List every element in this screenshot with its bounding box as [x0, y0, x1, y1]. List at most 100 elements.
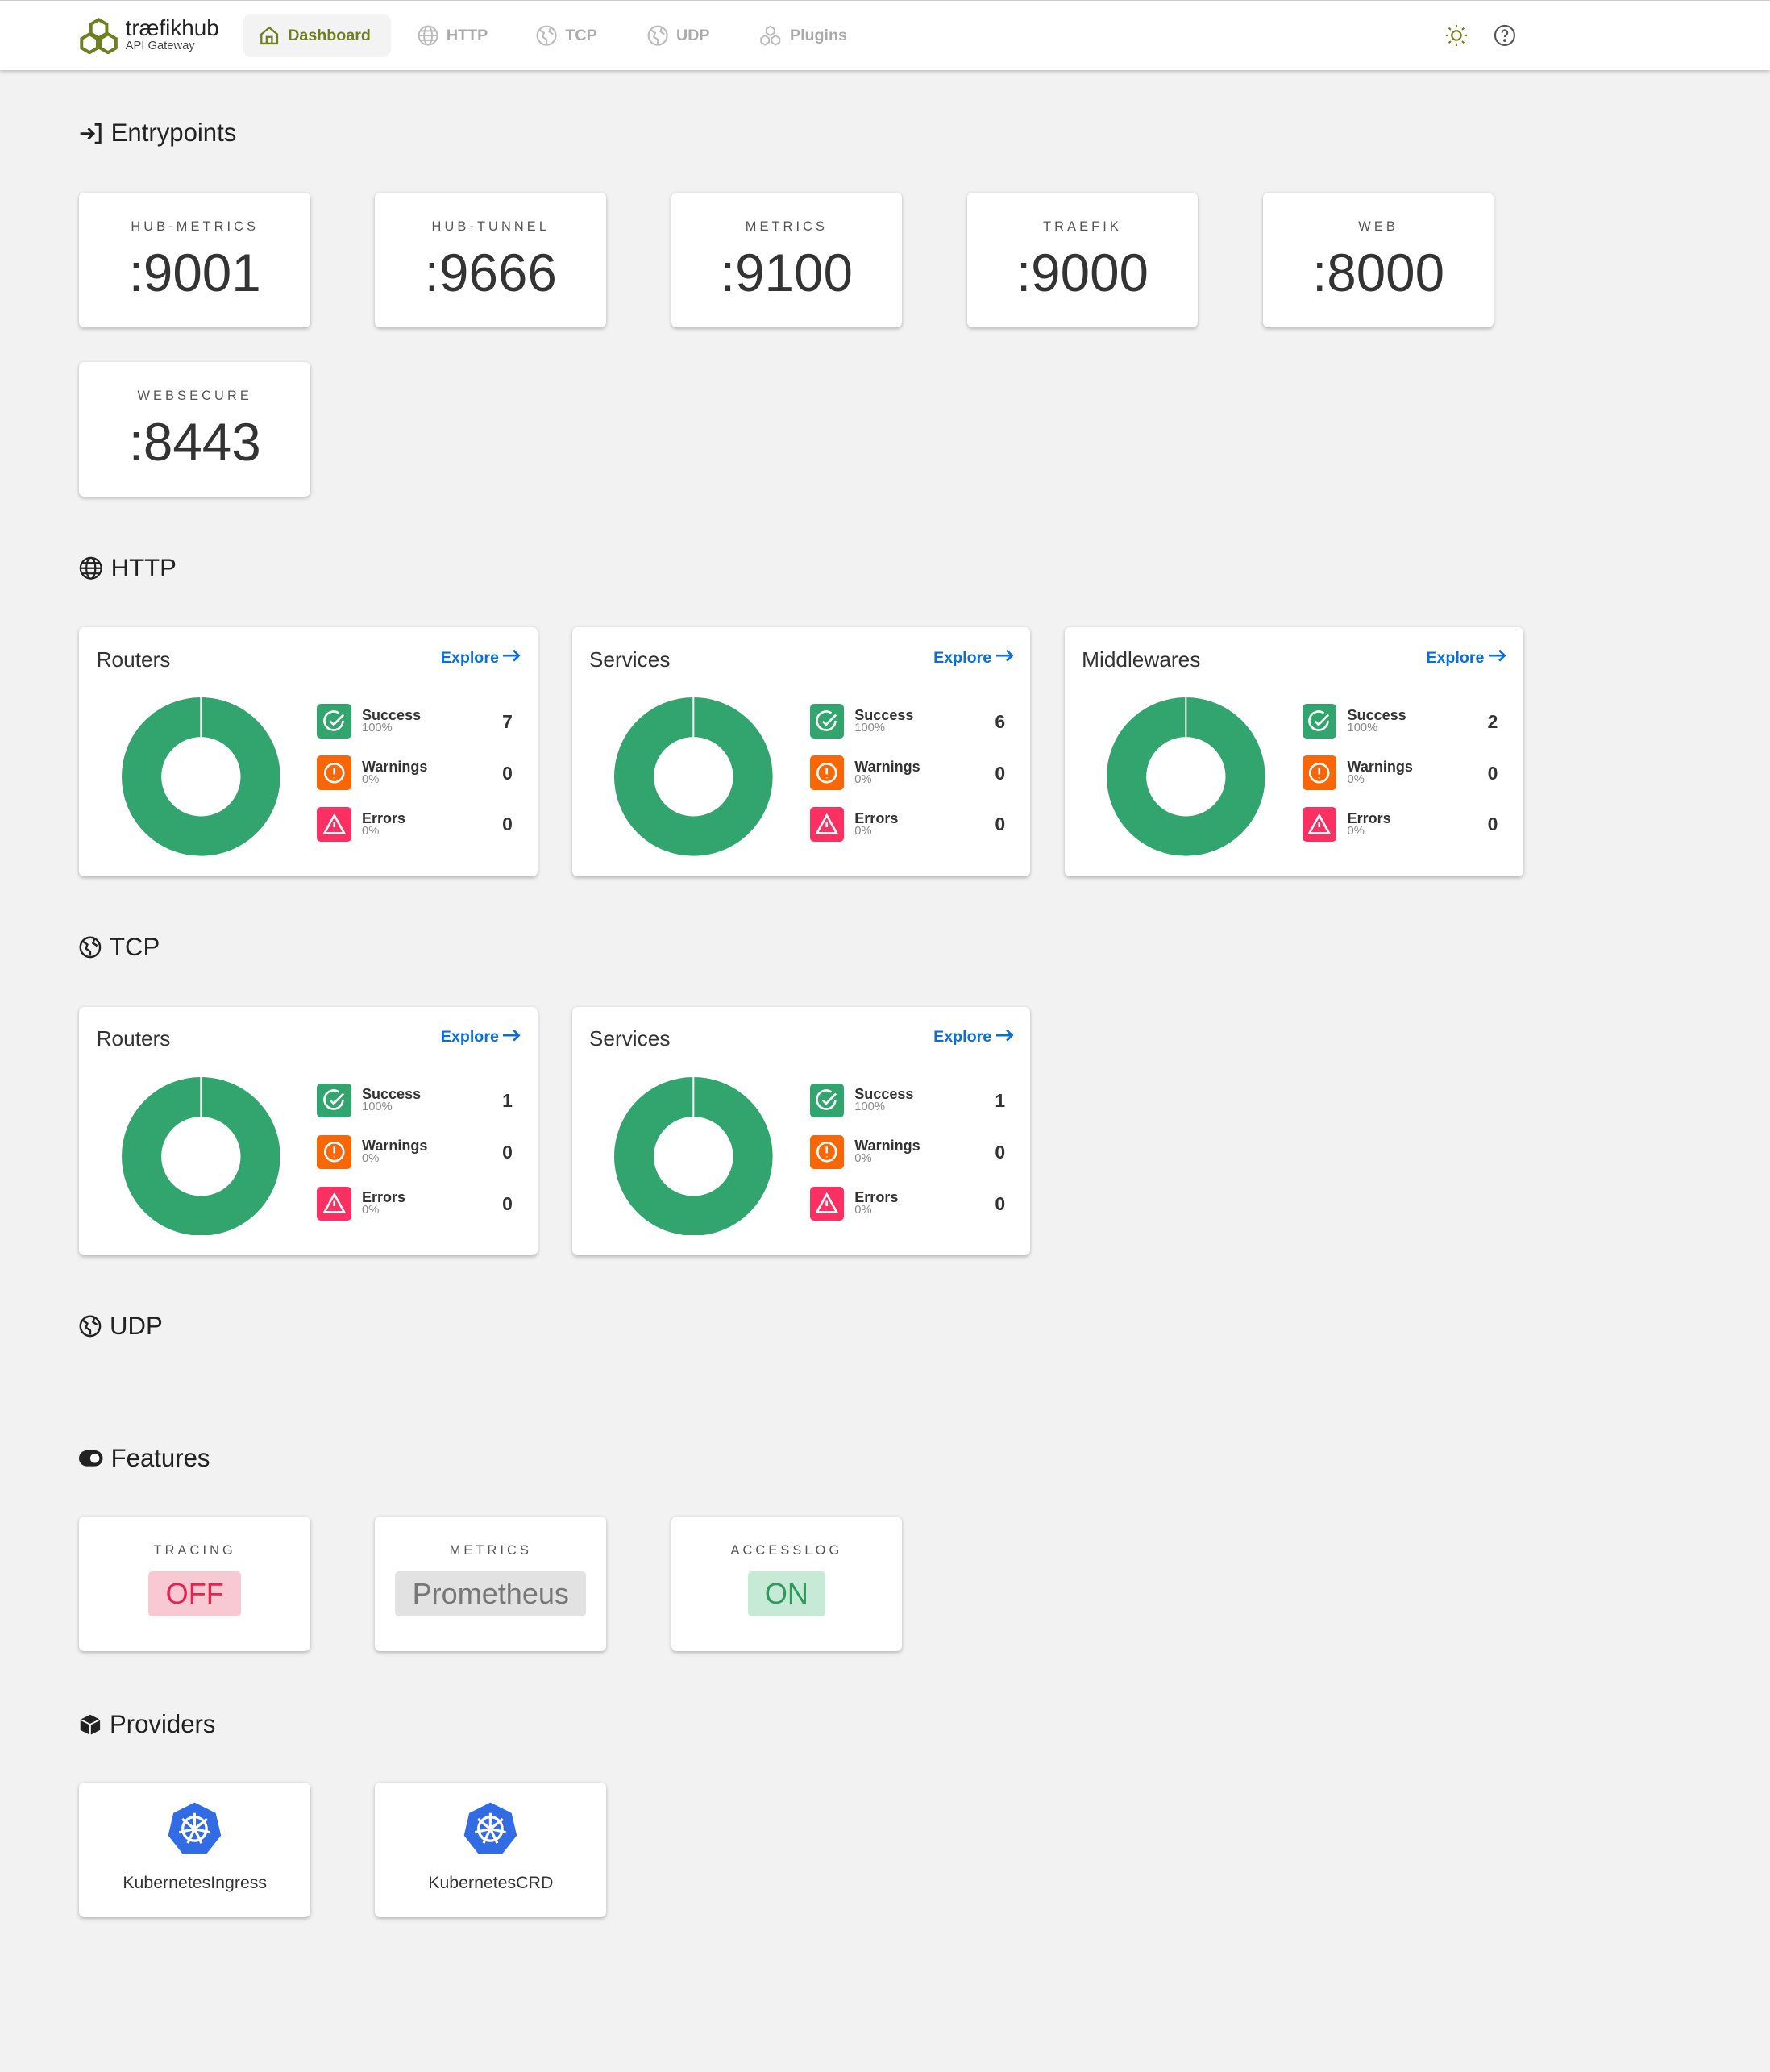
check-circle-icon [322, 710, 344, 731]
entrypoint-name: TRAEFIK [1043, 219, 1122, 235]
legend-count: 0 [502, 762, 513, 784]
top-header: træfikhub API Gateway Dashboard HTTP TCP … [0, 0, 1770, 70]
explore-link[interactable]: Explore [933, 649, 1014, 668]
logo[interactable]: træfikhub API Gateway [79, 15, 219, 54]
http-middlewares-card: Middlewares Explore Success 100% 2 Warnings 0… [1064, 627, 1523, 876]
check-circle-icon [1308, 710, 1330, 731]
entrypoint-card: HUB-METRICS:9001 [79, 193, 311, 328]
legend-count: 6 [995, 710, 1006, 732]
sign-in-icon [80, 123, 102, 144]
legend-warnings: Warnings 0% 0 [809, 1134, 1008, 1170]
alert-circle-icon [323, 762, 345, 784]
alert-triangle-icon [1307, 813, 1332, 834]
legend-label: Errors [362, 809, 406, 826]
legend-percent: 0% [362, 1203, 380, 1217]
explore-link[interactable]: Explore [441, 649, 521, 668]
legend-warnings: Warnings 0% 0 [809, 755, 1008, 790]
section-http: HTTP [79, 554, 177, 583]
entrypoint-port: :9100 [720, 243, 853, 302]
section-entrypoints: Entrypoints [79, 119, 236, 148]
entrypoint-port: :8443 [128, 412, 261, 472]
legend-success: Success 100% 1 [317, 1083, 515, 1118]
status-donut-chart [614, 1076, 773, 1236]
legend-count: 0 [1487, 762, 1498, 784]
status-donut-chart [614, 697, 773, 856]
entrypoint-name: METRICS [745, 219, 829, 235]
legend-label: Errors [362, 1188, 406, 1205]
entrypoint-port: :8000 [1312, 243, 1445, 302]
legend-label: Success [854, 706, 914, 723]
traefik-hub-logo-icon [80, 17, 118, 54]
nav-plugins[interactable]: Plugins [742, 14, 863, 57]
brand-name: træfikhub [125, 15, 219, 41]
nav-tcp[interactable]: TCP [521, 14, 613, 57]
legend-errors: Errors 0% 0 [809, 1186, 1008, 1221]
feature-status-badge: OFF [148, 1571, 242, 1616]
legend-warnings: Warnings 0% 0 [317, 755, 515, 790]
entrypoint-name: HUB-TUNNEL [431, 219, 551, 235]
legend-percent: 0% [362, 772, 380, 786]
legend-label: Errors [1347, 809, 1391, 826]
http-routers-card: Routers Explore Success 100% 7 Warnings 0% 0 Er… [79, 627, 538, 876]
status-donut-chart [1107, 697, 1265, 856]
cube-icon [80, 1714, 101, 1735]
arrow-right-icon [503, 1029, 521, 1042]
legend-label: Warnings [362, 758, 428, 775]
legend-label: Success [1347, 706, 1406, 723]
legend-percent: 0% [362, 1152, 380, 1166]
tcp-services-card: Services Explore Success 100% 1 Warnings 0% 0 E… [571, 1006, 1031, 1255]
section-title: Entrypoints [110, 119, 237, 148]
world-icon [79, 936, 102, 959]
section-features: Features [79, 1444, 210, 1473]
card-title: Services [588, 1026, 671, 1051]
toggle-icon [79, 1450, 103, 1467]
check-circle-icon [322, 1089, 344, 1111]
legend-percent: 0% [854, 824, 872, 838]
nav-udp[interactable]: UDP [631, 14, 725, 57]
globe-icon [418, 25, 438, 46]
sun-icon[interactable] [1445, 24, 1468, 47]
legend-errors: Errors 0% 0 [317, 1186, 515, 1221]
alert-triangle-icon [815, 1192, 839, 1213]
provider-card: KubernetesIngress [79, 1782, 311, 1917]
nav-http[interactable]: HTTP [401, 14, 504, 57]
legend-count: 1 [502, 1090, 513, 1111]
legend-label: Success [362, 1086, 422, 1103]
legend-label: Warnings [854, 758, 920, 775]
alert-circle-icon [816, 762, 837, 784]
kubernetes-icon [168, 1802, 222, 1854]
entrypoint-port: :9001 [128, 243, 261, 302]
legend-count: 2 [1487, 710, 1498, 732]
globe-icon [80, 556, 103, 580]
entrypoint-name: WEB [1358, 219, 1398, 235]
entrypoint-card: WEBSECURE:8443 [79, 362, 311, 497]
alert-circle-icon [323, 1142, 345, 1163]
card-title: Routers [96, 647, 171, 672]
nav-dashboard[interactable]: Dashboard [243, 14, 392, 58]
explore-link[interactable]: Explore [1426, 649, 1506, 668]
world-icon [536, 25, 557, 46]
legend-count: 0 [502, 1192, 513, 1214]
legend-count: 0 [995, 1141, 1006, 1163]
feature-card: ACCESSLOG ON [671, 1517, 903, 1652]
explore-link[interactable]: Explore [441, 1028, 521, 1046]
check-circle-icon [816, 1089, 837, 1111]
legend-errors: Errors 0% 0 [809, 807, 1008, 842]
legend-label: Warnings [854, 1137, 920, 1154]
status-donut-chart [121, 1076, 280, 1236]
legend-errors: Errors 0% 0 [1302, 807, 1501, 842]
tcp-routers-card: Routers Explore Success 100% 1 Warnings 0% 0 Er… [79, 1006, 538, 1255]
legend-count: 0 [1487, 813, 1498, 835]
nav-label: Dashboard [288, 26, 371, 44]
feature-name: TRACING [153, 1543, 236, 1558]
help-icon[interactable] [1494, 24, 1516, 47]
section-title: UDP [110, 1312, 163, 1341]
world-icon [647, 25, 668, 46]
legend-label: Errors [854, 809, 899, 826]
entrypoint-card: HUB-TUNNEL:9666 [375, 193, 607, 328]
section-title: HTTP [110, 553, 177, 582]
feature-status-badge: ON [747, 1571, 826, 1616]
legend-label: Warnings [362, 1137, 428, 1154]
explore-link[interactable]: Explore [933, 1028, 1014, 1046]
entrypoint-card: WEB :8000 [1262, 193, 1494, 328]
